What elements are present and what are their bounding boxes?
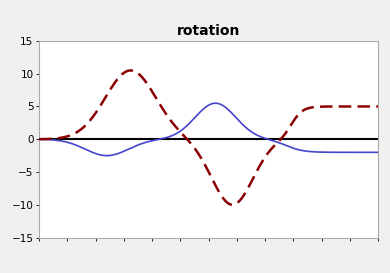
- Title: rotation: rotation: [177, 24, 240, 38]
